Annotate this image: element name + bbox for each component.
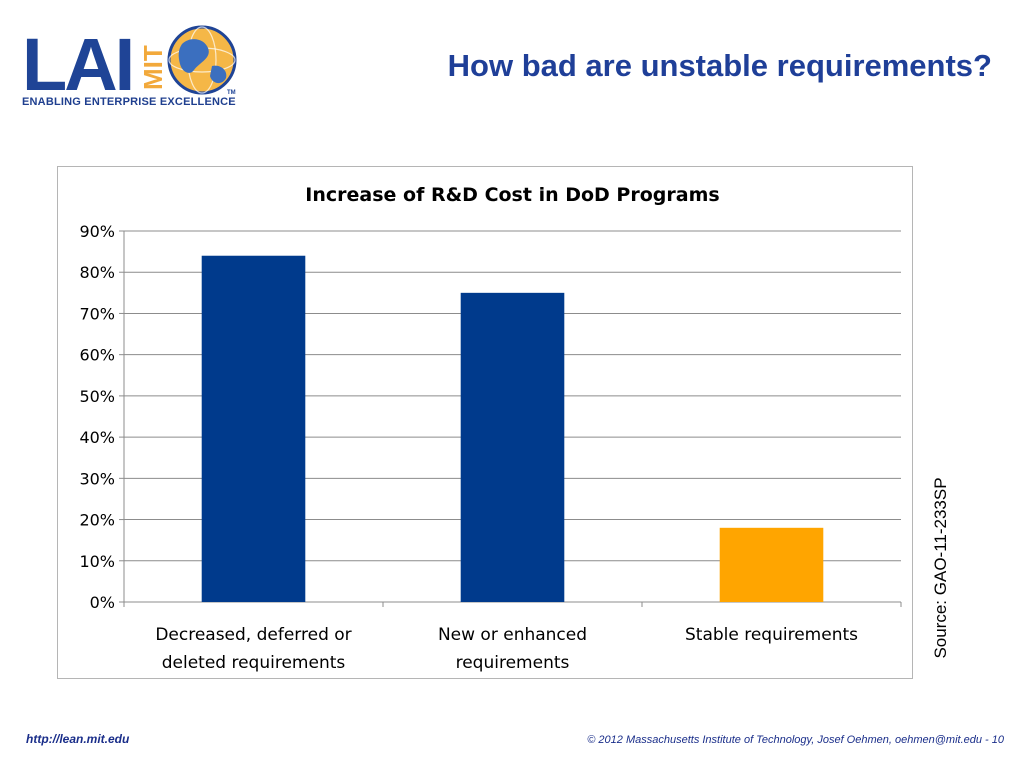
bar-chart: Increase of R&D Cost in DoD Programs 0% 10… xyxy=(79,184,902,673)
chart-title: Increase of R&D Cost in DoD Programs xyxy=(305,184,719,206)
y-tick-label: 60% xyxy=(79,346,115,365)
slide-title: How bad are unstable requirements? xyxy=(447,48,992,83)
source-note: Source: GAO-11-233SP xyxy=(931,477,950,659)
y-tick-label: 50% xyxy=(79,387,115,406)
chart-frame: Increase of R&D Cost in DoD Programs 0% 10… xyxy=(57,166,913,679)
x-category-label: requirements xyxy=(456,653,570,673)
y-tick-label: 90% xyxy=(79,222,115,241)
y-tick-label: 10% xyxy=(79,552,115,571)
y-tick-label: 30% xyxy=(79,469,115,488)
footer-copyright: © 2012 Massachusetts Institute of Techno… xyxy=(587,734,1004,746)
logo-trademark: TM xyxy=(227,90,236,96)
logo-mit-text: MIT xyxy=(138,45,168,90)
y-tick-label: 0% xyxy=(90,593,115,612)
y-tick-label: 70% xyxy=(79,304,115,323)
x-category-label: deleted requirements xyxy=(162,653,346,673)
bar xyxy=(719,527,824,602)
bar xyxy=(460,292,565,602)
y-tick-label: 40% xyxy=(79,428,115,447)
y-tick-label: 20% xyxy=(79,511,115,530)
y-tick-label: 80% xyxy=(79,263,115,282)
logo-lai-text: LAI xyxy=(22,23,132,106)
footer-link[interactable]: http://lean.mit.edu xyxy=(26,732,130,746)
x-category-label: Stable requirements xyxy=(685,625,858,645)
logo-tagline: ENABLING ENTERPRISE EXCELLENCE xyxy=(22,96,236,108)
bar xyxy=(201,255,306,602)
globe-icon xyxy=(167,25,237,95)
x-category-label: New or enhanced xyxy=(438,625,587,645)
lai-logo-graphic: LAI MIT TM xyxy=(22,23,237,106)
lai-logo: LAI MIT TM ENABLING ENTERPRISE EXCELLENC… xyxy=(22,22,244,114)
x-category-label: Decreased, deferred or xyxy=(155,625,351,645)
